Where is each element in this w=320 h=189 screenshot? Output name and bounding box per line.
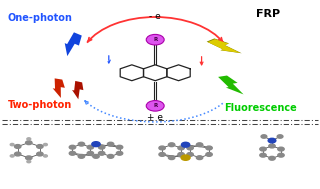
- Circle shape: [277, 135, 283, 138]
- Circle shape: [108, 154, 114, 158]
- Circle shape: [99, 151, 105, 155]
- Circle shape: [268, 138, 276, 143]
- Circle shape: [278, 147, 284, 151]
- Text: FRP: FRP: [256, 9, 280, 19]
- Text: + e: + e: [147, 113, 163, 122]
- Circle shape: [196, 156, 203, 160]
- Circle shape: [69, 145, 76, 149]
- Circle shape: [78, 154, 84, 158]
- Circle shape: [116, 151, 123, 155]
- Text: One-photon: One-photon: [8, 13, 73, 23]
- Circle shape: [37, 145, 43, 148]
- Circle shape: [14, 152, 21, 156]
- Circle shape: [206, 146, 212, 150]
- Circle shape: [44, 143, 47, 146]
- Circle shape: [261, 135, 267, 138]
- Circle shape: [278, 153, 284, 157]
- Circle shape: [269, 156, 275, 160]
- Circle shape: [260, 147, 266, 151]
- Circle shape: [206, 153, 212, 156]
- Circle shape: [78, 142, 84, 146]
- Circle shape: [146, 101, 164, 111]
- Circle shape: [178, 153, 184, 156]
- Polygon shape: [207, 38, 242, 53]
- Circle shape: [168, 156, 175, 160]
- Circle shape: [159, 146, 165, 150]
- Circle shape: [92, 142, 100, 147]
- Text: Two-photon: Two-photon: [8, 100, 72, 110]
- Circle shape: [26, 156, 32, 160]
- Circle shape: [14, 145, 21, 148]
- Polygon shape: [53, 78, 65, 98]
- Circle shape: [196, 143, 203, 147]
- Circle shape: [44, 155, 47, 157]
- Text: R: R: [153, 103, 157, 108]
- Circle shape: [69, 151, 76, 155]
- Circle shape: [187, 153, 193, 156]
- Circle shape: [10, 143, 14, 146]
- Text: R: R: [153, 37, 157, 42]
- Circle shape: [168, 143, 175, 147]
- Circle shape: [159, 153, 165, 156]
- Circle shape: [260, 153, 266, 157]
- Polygon shape: [65, 32, 82, 56]
- Circle shape: [37, 152, 43, 156]
- Circle shape: [146, 34, 164, 45]
- Circle shape: [269, 144, 275, 148]
- Polygon shape: [218, 76, 244, 94]
- Circle shape: [99, 145, 105, 149]
- Circle shape: [27, 160, 31, 163]
- Polygon shape: [72, 81, 84, 99]
- Circle shape: [10, 155, 14, 157]
- Circle shape: [26, 141, 32, 145]
- Circle shape: [27, 138, 31, 140]
- Circle shape: [108, 142, 114, 146]
- Circle shape: [181, 142, 190, 147]
- Circle shape: [178, 146, 184, 150]
- Circle shape: [93, 154, 99, 158]
- Circle shape: [181, 155, 190, 160]
- Circle shape: [87, 145, 93, 149]
- Text: - e: - e: [149, 12, 161, 21]
- Circle shape: [187, 146, 193, 150]
- Polygon shape: [208, 39, 240, 53]
- Circle shape: [116, 145, 123, 149]
- Circle shape: [87, 151, 93, 155]
- Text: Fluorescence: Fluorescence: [224, 103, 297, 113]
